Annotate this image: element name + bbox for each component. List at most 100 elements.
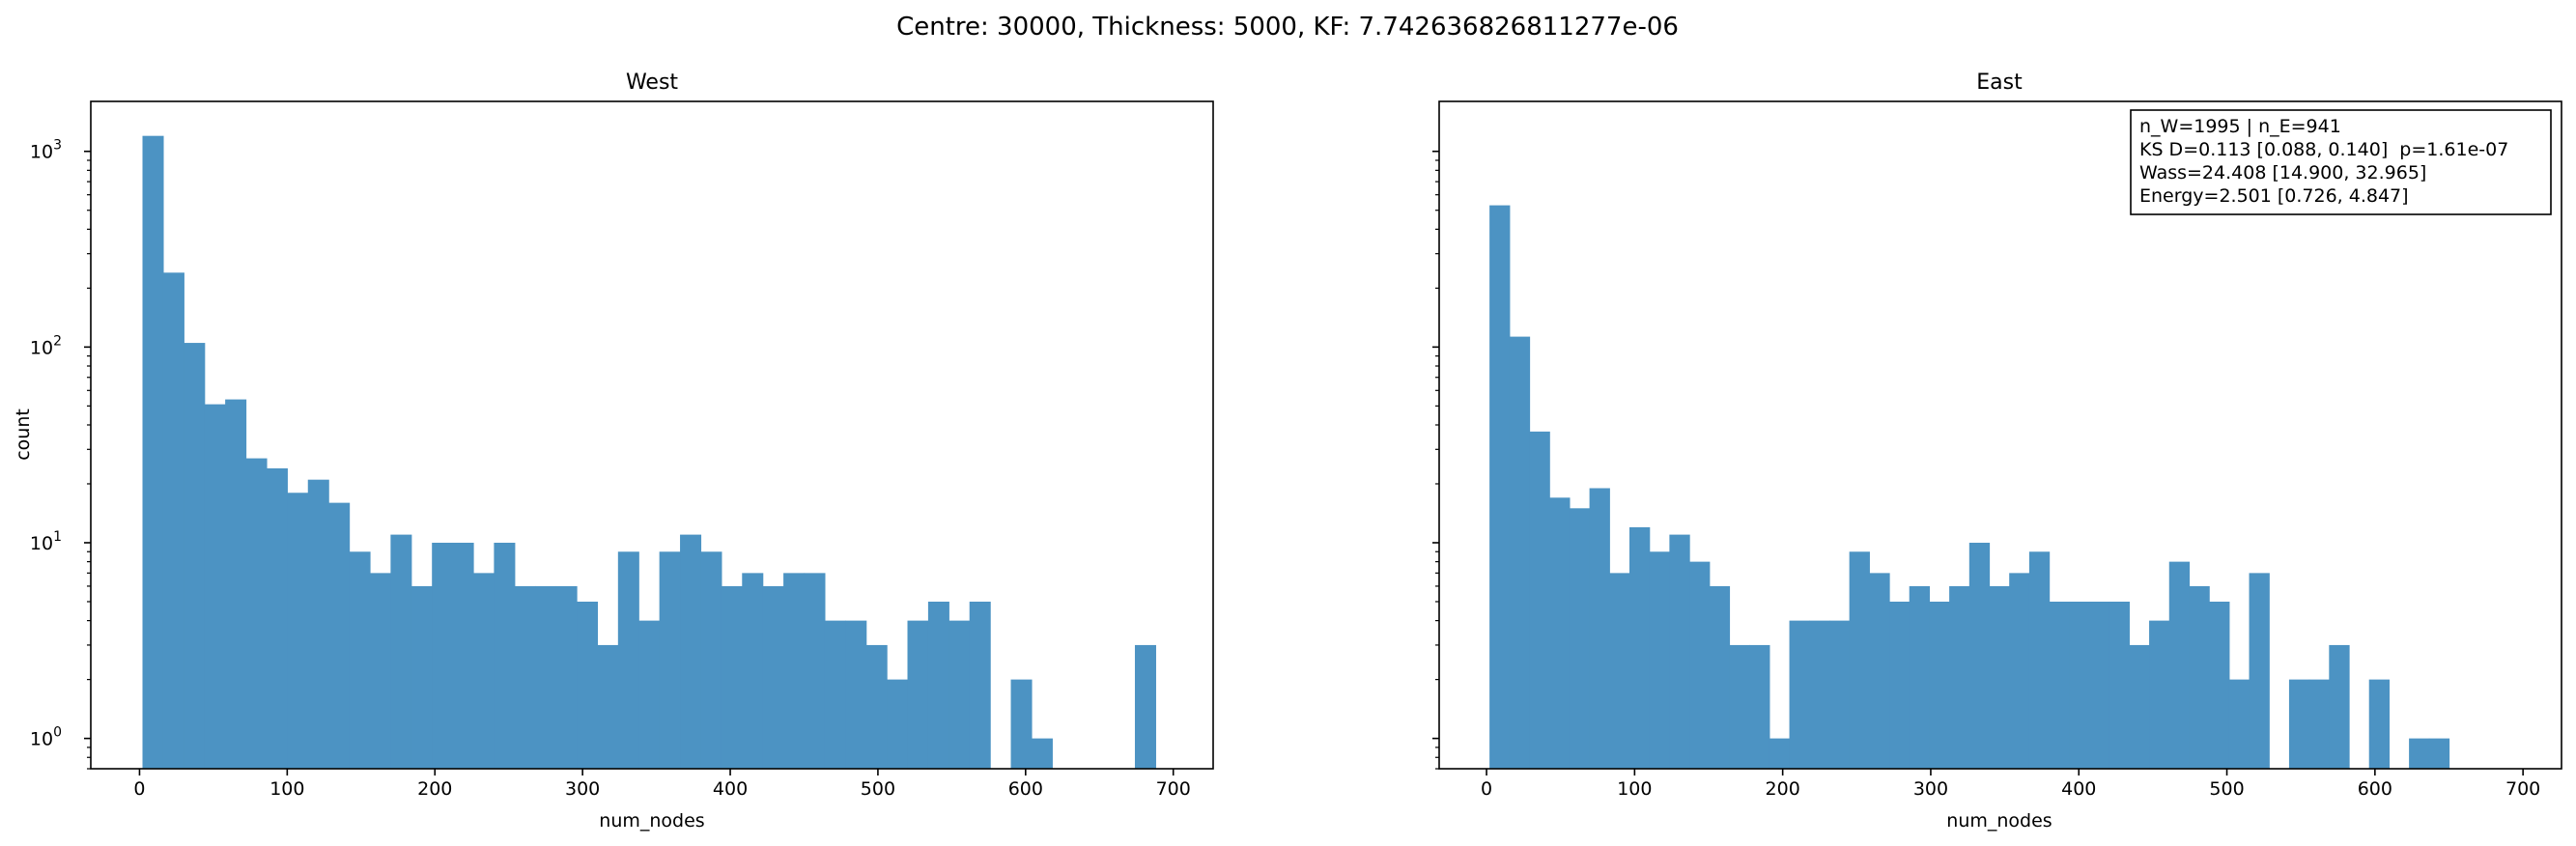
histogram-bar — [1031, 738, 1053, 769]
histogram-bar — [2329, 644, 2350, 769]
histogram-bar — [245, 458, 268, 769]
histogram-bar — [1489, 205, 1511, 770]
histogram-bar — [2228, 679, 2250, 769]
histogram-bar — [2109, 601, 2130, 769]
histogram-bar — [1529, 431, 1550, 769]
histogram-bar — [2428, 738, 2450, 769]
histogram-bar — [2149, 620, 2170, 769]
histogram-bar — [349, 551, 371, 769]
east-axes: East 0 100 200 300 400 500 600 700 num_nodes n_… — [1432, 70, 2562, 832]
x-tick-label: 100 — [1617, 778, 1652, 800]
histogram-bar — [1889, 601, 1911, 769]
histogram-bar — [783, 573, 806, 769]
west-bars — [142, 135, 1156, 769]
y-tick-label: 103 — [30, 138, 62, 163]
histogram-bar — [1549, 497, 1571, 769]
histogram-bar — [1010, 679, 1033, 769]
histogram-bar — [2049, 601, 2070, 769]
x-tick-label: 600 — [2358, 778, 2392, 800]
histogram-bar — [638, 620, 661, 769]
histogram-bar — [1134, 644, 1156, 769]
y-tick-label: 100 — [30, 725, 62, 750]
stats-box-line-4: Energy=2.501 [0.726, 4.847] — [2139, 185, 2409, 207]
west-axes-frame — [90, 100, 1214, 770]
histogram-bar — [204, 404, 226, 769]
histogram-bar — [2209, 601, 2230, 769]
stats-box-line-1: n_W=1995 | n_E=941 — [2139, 116, 2341, 137]
histogram-bar — [1569, 508, 1591, 769]
histogram-bar — [969, 601, 991, 769]
stats-box-line-3: Wass=24.408 [14.900, 32.965] — [2139, 162, 2426, 183]
histogram-bar — [700, 551, 722, 769]
west-x-ticks: 0 100 200 300 400 500 600 700 — [133, 769, 1191, 800]
x-tick-label: 100 — [269, 778, 304, 800]
histogram-bar — [597, 644, 619, 769]
histogram-bar — [1809, 620, 1830, 769]
stats-box-line-2: KS D=0.113 [0.088, 0.140] p=1.61e-07 — [2139, 139, 2508, 160]
histogram-bar — [1968, 542, 1991, 769]
histogram-bar — [659, 551, 681, 769]
histogram-bar — [2368, 679, 2391, 769]
histogram-bar — [1689, 561, 1711, 769]
histogram-bar — [721, 585, 743, 769]
x-tick-label: 200 — [1766, 778, 1800, 800]
east-axes-frame — [1438, 100, 2562, 770]
histogram-bar — [1649, 551, 1670, 769]
histogram-bar — [948, 620, 971, 769]
histogram-bar — [390, 534, 412, 769]
histogram-bar — [2308, 679, 2330, 769]
histogram-bar — [907, 620, 929, 769]
x-tick-label: 500 — [861, 778, 895, 800]
histogram-bar — [927, 601, 949, 769]
x-tick-label: 600 — [1008, 778, 1043, 800]
x-tick-label: 300 — [565, 778, 600, 800]
histogram-bar — [1929, 601, 1950, 769]
east-bars — [1489, 205, 2450, 770]
west-y-axis-label: count — [13, 409, 34, 461]
x-tick-label: 200 — [417, 778, 452, 800]
histogram-bar — [162, 272, 184, 769]
histogram-bar — [514, 585, 536, 769]
histogram-bar — [473, 573, 495, 769]
west-axes: West 100 101 102 103 0 100 200 300 400 500 600 700… — [13, 70, 1214, 832]
east-x-axis-label: num_nodes — [1946, 810, 2052, 832]
x-tick-label: 0 — [133, 778, 145, 800]
histogram-bar — [1909, 585, 1931, 769]
histogram-bar — [2249, 573, 2270, 769]
histogram-bar — [577, 601, 599, 769]
y-tick-label: 101 — [30, 529, 62, 554]
histogram-bar — [184, 343, 206, 769]
west-y-ticks: 100 101 102 103 — [30, 138, 91, 770]
figure-suptitle: Centre: 30000, Thickness: 5000, KF: 7.74… — [896, 13, 1679, 42]
histogram-bar — [266, 467, 288, 769]
histogram-bar — [328, 502, 351, 769]
histogram-bar — [1849, 551, 1870, 769]
histogram-bar — [1669, 534, 1690, 769]
histogram-bar — [1609, 573, 1630, 769]
east-stats-box: n_W=1995 | n_E=941 KS D=0.113 [0.088, 0.… — [2130, 109, 2552, 215]
histogram-bar — [2288, 679, 2310, 769]
east-title: East — [1976, 70, 2023, 95]
histogram-bar — [680, 534, 702, 769]
histogram-bar — [762, 585, 784, 769]
y-tick-label: 102 — [30, 333, 62, 358]
histogram-bar — [865, 644, 888, 769]
histogram-bar — [432, 542, 454, 769]
histogram-bar — [1869, 573, 1890, 769]
histogram-bar — [1828, 620, 1851, 769]
x-tick-label: 700 — [1156, 778, 1191, 800]
histogram-bar — [287, 493, 309, 769]
histogram-bar — [307, 479, 329, 769]
histogram-bar — [410, 585, 433, 769]
x-tick-label: 700 — [2505, 778, 2540, 800]
east-x-ticks: 0 100 200 300 400 500 600 700 — [1481, 769, 2540, 800]
histogram-bar — [887, 679, 909, 769]
histogram-bar — [824, 620, 846, 769]
histogram-bar — [142, 135, 164, 769]
histogram-bar — [1589, 488, 1610, 769]
histogram-bar — [1749, 644, 1770, 769]
histogram-bar — [2129, 644, 2150, 769]
x-tick-label: 0 — [1481, 778, 1492, 800]
histogram-bar — [617, 551, 639, 769]
